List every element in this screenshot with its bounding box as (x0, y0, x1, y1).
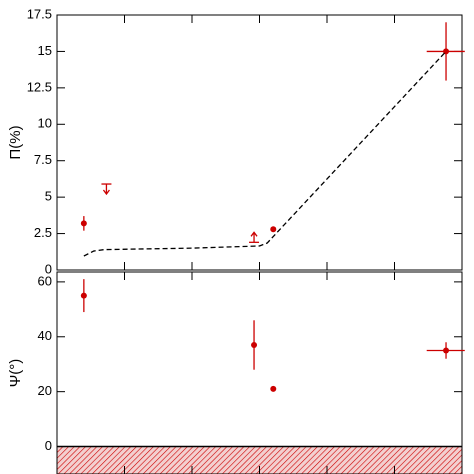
data-point (270, 385, 277, 392)
plot-frame (56, 271, 463, 474)
y-tick-label: 12.5 (27, 79, 52, 94)
y-tick-label: 20 (38, 383, 52, 398)
y-tick-label: 0 (45, 261, 52, 276)
data-point (443, 347, 450, 354)
y-tick-label: 10 (38, 116, 52, 131)
limit-arrow (250, 231, 258, 243)
data-point (80, 292, 87, 299)
y-tick-label: 17.5 (27, 6, 52, 21)
y-tick-label: 5 (45, 189, 52, 204)
y-axis-label: Ψ(°) (7, 359, 24, 388)
y-tick-label: 60 (38, 273, 52, 288)
y-tick-label: 7.5 (34, 152, 52, 167)
data-point (251, 342, 258, 349)
plot-frame (56, 14, 463, 271)
data-point (443, 48, 450, 55)
y-axis-label: Π(%) (7, 125, 24, 159)
y-tick-label: 2.5 (34, 225, 52, 240)
limit-arrow (102, 184, 110, 196)
data-point (270, 226, 277, 233)
y-tick-label: 40 (38, 328, 52, 343)
data-point (80, 220, 87, 227)
model-line (83, 50, 447, 257)
y-tick-label: 0 (45, 438, 52, 453)
y-tick-label: 15 (38, 43, 52, 58)
